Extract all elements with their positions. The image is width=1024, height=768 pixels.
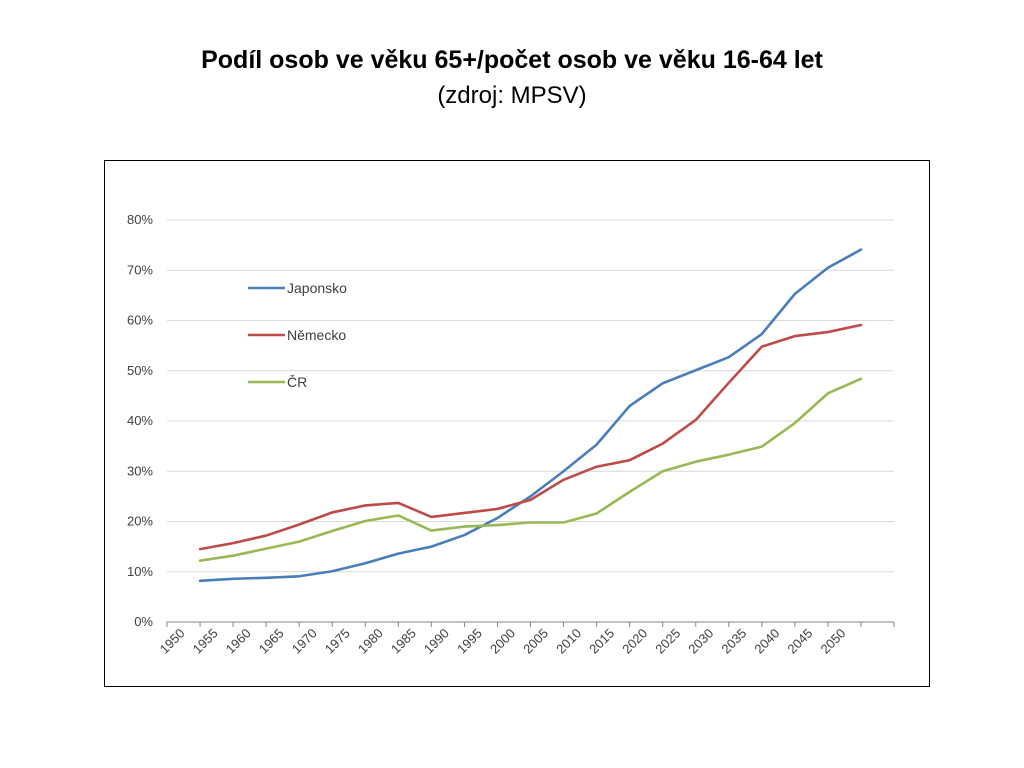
x-tick-label: 2010 [553, 626, 584, 657]
y-tick-label: 50% [127, 363, 153, 378]
y-tick-label: 60% [127, 313, 153, 328]
y-tick-label: 80% [127, 212, 153, 227]
x-tick-label: 2005 [520, 626, 551, 657]
x-tick-label: 2000 [487, 626, 518, 657]
series-line [198, 377, 863, 562]
x-tick-label: 2050 [817, 626, 848, 657]
chart-source: (zdroj: MPSV) [437, 82, 587, 109]
x-tick-label: 2025 [652, 626, 683, 657]
series-line [198, 248, 863, 583]
y-tick-label: 20% [127, 514, 153, 529]
x-tick-label: 1960 [223, 626, 254, 657]
legend-label: Německo [287, 327, 346, 343]
x-tick-label: 1980 [355, 626, 386, 657]
series-line [198, 323, 863, 551]
legend-label: Japonsko [287, 280, 347, 296]
x-tick-label: 1955 [190, 626, 221, 657]
x-tick-label: 1965 [256, 626, 287, 657]
y-tick-label: 10% [127, 564, 153, 579]
x-tick-label: 1985 [388, 626, 419, 657]
chart-frame: 0% 10% 20% 30% 40% 50% 60% 70% 80% 1950 1955 1960 19… [104, 160, 930, 687]
x-tick-label: 1990 [421, 626, 452, 657]
chart-title: Podíl osob ve věku 65+/počet osob ve věk… [201, 46, 823, 74]
x-tick-label: 1995 [454, 626, 485, 657]
x-tick-label: 1970 [289, 626, 320, 657]
legend-label: ČR [287, 374, 307, 390]
x-tick-label: 2045 [784, 626, 815, 657]
line-chart: 0%10%20%30%40%50%60%70%80%1950 1955 1960 19… [127, 212, 895, 657]
x-tick-label: 2030 [685, 626, 716, 657]
x-tick-label: 1975 [322, 626, 353, 657]
x-tick-label: 2040 [751, 626, 782, 657]
y-tick-label: 0% [134, 614, 153, 629]
y-tick-label: 70% [127, 262, 153, 277]
x-tick-label: 2015 [586, 626, 617, 657]
y-tick-label: 40% [127, 413, 153, 428]
x-tick-label: 1950 [157, 626, 188, 657]
y-tick-label: 30% [127, 463, 153, 478]
x-tick-label: 2035 [718, 626, 749, 657]
x-tick-label: 2020 [619, 626, 650, 657]
